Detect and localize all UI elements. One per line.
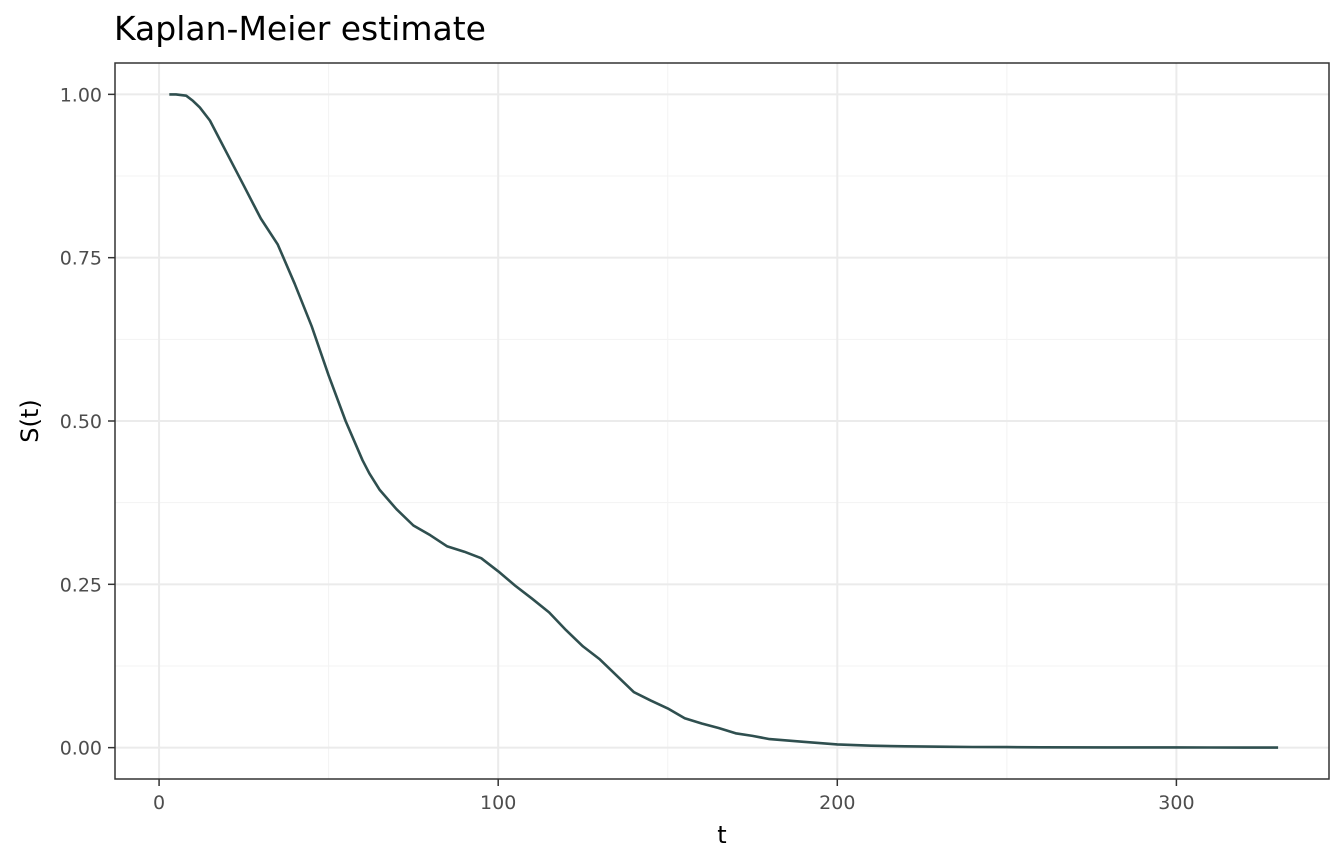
grid (115, 63, 1329, 779)
chart-title: Kaplan-Meier estimate (114, 9, 486, 48)
y-tick-label: 1.00 (60, 84, 102, 106)
y-tick-label: 0.00 (60, 738, 102, 760)
x-tick-label: 200 (819, 792, 855, 814)
y-tick-label: 0.50 (60, 411, 102, 433)
y-tick-label: 0.75 (60, 248, 102, 270)
x-tick-label: 300 (1158, 792, 1194, 814)
y-tick-label: 0.25 (60, 574, 102, 596)
x-tick-label: 100 (480, 792, 516, 814)
y-axis-title: S(t) (16, 399, 44, 442)
axis-ticks: 0 100 200 300 0.00 0.25 0.50 0.75 1.00 (60, 84, 1195, 814)
survival-curve-line (169, 93, 1279, 749)
x-tick-label: 0 (153, 792, 165, 814)
series-layer (169, 93, 1279, 749)
x-axis-title: t (717, 821, 726, 849)
